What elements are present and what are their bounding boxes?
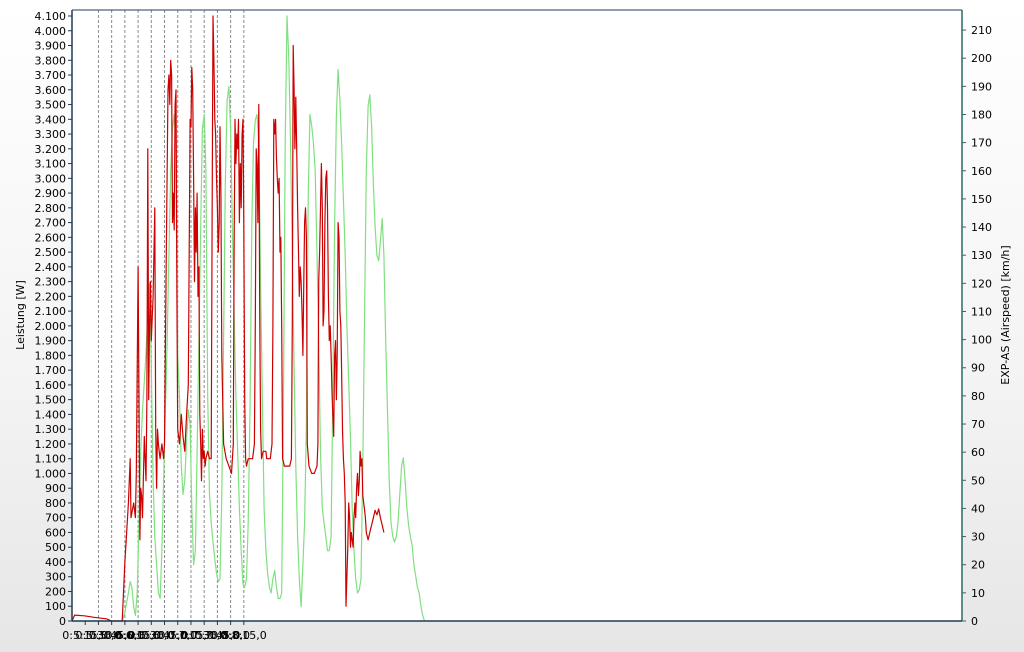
left-tick-label: 300 xyxy=(45,571,66,584)
left-tick-label: 2.300 xyxy=(35,276,67,289)
x-tick-label: 0:7:0,0 xyxy=(158,629,197,642)
left-tick-label: 1.300 xyxy=(35,423,67,436)
left-tick-label: 2.900 xyxy=(35,187,67,200)
left-tick-label: 700 xyxy=(45,512,66,525)
left-tick-label: 500 xyxy=(45,541,66,554)
airspeed-series-line xyxy=(72,15,426,622)
left-tick-label: 1.900 xyxy=(35,335,67,348)
x-tick-label: 0:7:45,0 xyxy=(194,629,240,642)
left-y-axis-ticks: 01002003004005006007008009001.0001.1001.… xyxy=(35,10,72,628)
right-tick-label: 200 xyxy=(971,52,992,65)
left-tick-label: 3.500 xyxy=(35,99,67,112)
left-tick-label: 400 xyxy=(45,556,66,569)
left-tick-label: 1.500 xyxy=(35,394,67,407)
left-tick-label: 2.000 xyxy=(35,320,67,333)
right-tick-label: 180 xyxy=(971,108,992,121)
left-tick-label: 3.800 xyxy=(35,54,67,67)
left-tick-label: 600 xyxy=(45,526,66,539)
right-tick-label: 110 xyxy=(971,305,992,318)
x-axis-ticks: 0:5:15,00:5:30,00:5:45,00:6:0,00:6:15,00… xyxy=(62,621,267,642)
left-tick-label: 2.600 xyxy=(35,231,67,244)
left-tick-label: 1.600 xyxy=(35,379,67,392)
right-tick-label: 100 xyxy=(971,334,992,347)
left-tick-label: 0 xyxy=(59,615,66,628)
left-tick-label: 4.000 xyxy=(35,25,67,38)
left-tick-label: 200 xyxy=(45,585,66,598)
right-tick-label: 170 xyxy=(971,137,992,150)
right-tick-label: 20 xyxy=(971,559,985,572)
left-tick-label: 2.400 xyxy=(35,261,67,274)
left-tick-label: 1.800 xyxy=(35,349,67,362)
right-axis-title: EXP-AS (Airspeed) [km/h] xyxy=(999,245,1012,384)
x-tick-label: 0:6:45,0 xyxy=(142,629,188,642)
x-tick-label: 0:7:30,0 xyxy=(181,629,227,642)
right-tick-label: 190 xyxy=(971,80,992,93)
plot-area-background xyxy=(72,10,962,621)
left-tick-label: 1.100 xyxy=(35,453,67,466)
x-tick-label: 0:8:0,0 xyxy=(211,629,250,642)
x-tick-label: 0:6:15,0 xyxy=(115,629,161,642)
left-tick-label: 800 xyxy=(45,497,66,510)
x-tick-label: 0:6:0,0 xyxy=(105,629,144,642)
left-tick-label: 1.700 xyxy=(35,364,67,377)
x-tick-label: 0:8:15,0 xyxy=(221,629,267,642)
right-tick-label: 130 xyxy=(971,249,992,262)
right-tick-label: 50 xyxy=(971,474,985,487)
right-tick-label: 160 xyxy=(971,165,992,178)
left-tick-label: 4.100 xyxy=(35,10,67,23)
right-tick-label: 80 xyxy=(971,390,985,403)
left-tick-label: 2.800 xyxy=(35,202,67,215)
right-tick-label: 10 xyxy=(971,587,985,600)
x-tick-label: 0:6:30,0 xyxy=(128,629,174,642)
right-tick-label: 60 xyxy=(971,446,985,459)
left-tick-label: 3.700 xyxy=(35,69,67,82)
right-tick-label: 150 xyxy=(971,193,992,206)
left-tick-label: 3.600 xyxy=(35,84,67,97)
left-tick-label: 3.300 xyxy=(35,128,67,141)
left-tick-label: 2.100 xyxy=(35,305,67,318)
right-tick-label: 140 xyxy=(971,221,992,234)
left-tick-label: 100 xyxy=(45,600,66,613)
power-series-line xyxy=(71,15,385,622)
x-tick-label: 0:5:15,0 xyxy=(62,629,108,642)
left-axis-title: Leistung [W] xyxy=(14,280,27,350)
left-tick-label: 3.000 xyxy=(35,172,67,185)
left-tick-label: 1.200 xyxy=(35,438,67,451)
right-tick-label: 0 xyxy=(971,615,978,628)
left-tick-label: 3.200 xyxy=(35,143,67,156)
left-tick-label: 900 xyxy=(45,482,66,495)
left-tick-label: 2.200 xyxy=(35,290,67,303)
series-layer xyxy=(71,15,426,622)
left-tick-label: 3.400 xyxy=(35,113,67,126)
left-tick-label: 2.500 xyxy=(35,246,67,259)
left-tick-label: 3.900 xyxy=(35,40,67,53)
x-tick-label: 0:5:30,0 xyxy=(75,629,121,642)
right-tick-label: 40 xyxy=(971,502,985,515)
left-tick-label: 1.000 xyxy=(35,467,67,480)
x-tick-label: 0:7:15,0 xyxy=(168,629,214,642)
right-tick-label: 70 xyxy=(971,418,985,431)
right-tick-label: 120 xyxy=(971,277,992,290)
right-tick-label: 210 xyxy=(971,24,992,37)
left-tick-label: 1.400 xyxy=(35,408,67,421)
right-tick-label: 90 xyxy=(971,362,985,375)
left-tick-label: 3.100 xyxy=(35,158,67,171)
x-tick-label: 0:5:45,0 xyxy=(89,629,135,642)
left-tick-label: 2.700 xyxy=(35,217,67,230)
right-y-axis-ticks: 0 10 20 30 40 50 60 70 80 90 100 110 120 130 140 150 160… xyxy=(962,24,992,628)
right-tick-label: 30 xyxy=(971,531,985,544)
